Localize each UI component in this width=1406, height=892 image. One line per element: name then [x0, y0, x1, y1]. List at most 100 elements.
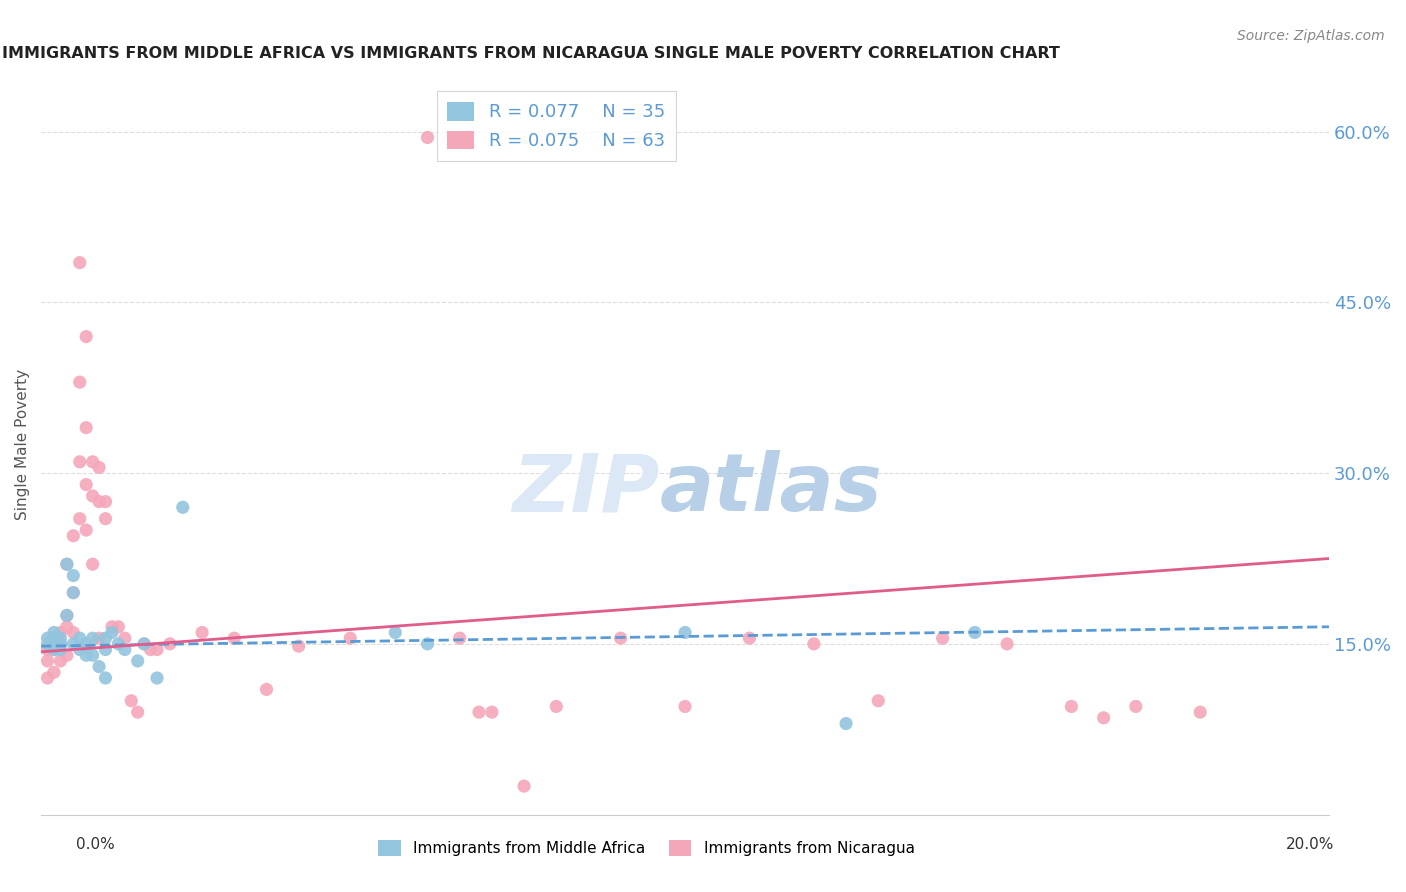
Point	[963, 625, 986, 640]
Point	[69, 255, 91, 269]
Point	[42, 665, 65, 680]
Point	[49, 625, 72, 640]
Point	[159, 637, 181, 651]
Point	[673, 625, 696, 640]
Point	[75, 648, 97, 663]
Point	[37, 631, 59, 645]
Point	[191, 625, 214, 640]
Point	[114, 642, 136, 657]
Point	[37, 642, 59, 657]
Point	[75, 329, 97, 343]
Text: IMMIGRANTS FROM MIDDLE AFRICA VS IMMIGRANTS FROM NICARAGUA SINGLE MALE POVERTY C: IMMIGRANTS FROM MIDDLE AFRICA VS IMMIGRA…	[3, 46, 1060, 62]
Text: ZIP: ZIP	[512, 450, 659, 528]
Point	[224, 631, 246, 645]
Point	[69, 631, 91, 645]
Point	[107, 620, 129, 634]
Point	[416, 130, 439, 145]
Point	[384, 625, 406, 640]
Point	[1092, 711, 1115, 725]
Point	[49, 637, 72, 651]
Point	[146, 671, 169, 685]
Point	[835, 716, 858, 731]
Point	[868, 694, 890, 708]
Point	[49, 642, 72, 657]
Point	[468, 705, 491, 719]
Point	[62, 568, 84, 582]
Point	[75, 523, 97, 537]
Point	[56, 558, 79, 572]
Point	[37, 637, 59, 651]
Point	[87, 659, 110, 673]
Point	[513, 779, 536, 793]
Point	[42, 631, 65, 645]
Point	[995, 637, 1018, 651]
Point	[82, 648, 104, 663]
Point	[56, 648, 79, 663]
Point	[37, 654, 59, 668]
Point	[738, 631, 761, 645]
Point	[42, 642, 65, 657]
Legend: R = 0.077    N = 35, R = 0.075    N = 63: R = 0.077 N = 35, R = 0.075 N = 63	[436, 91, 676, 161]
Point	[69, 511, 91, 525]
Point	[546, 699, 568, 714]
Point	[803, 637, 825, 651]
Point	[62, 585, 84, 599]
Point	[49, 631, 72, 645]
Point	[256, 682, 278, 697]
Point	[416, 637, 439, 651]
Point	[82, 631, 104, 645]
Y-axis label: Single Male Poverty: Single Male Poverty	[15, 369, 30, 520]
Point	[62, 637, 84, 651]
Point	[287, 639, 309, 653]
Point	[139, 642, 162, 657]
Point	[931, 631, 953, 645]
Point	[134, 637, 156, 651]
Point	[673, 699, 696, 714]
Point	[449, 631, 471, 645]
Point	[62, 585, 84, 599]
Point	[127, 705, 149, 719]
Point	[42, 631, 65, 645]
Point	[69, 455, 91, 469]
Point	[120, 694, 142, 708]
Point	[37, 671, 59, 685]
Point	[87, 494, 110, 508]
Point	[94, 642, 117, 657]
Point	[114, 631, 136, 645]
Point	[94, 671, 117, 685]
Text: 0.0%: 0.0%	[76, 838, 115, 852]
Point	[75, 420, 97, 434]
Point	[609, 631, 631, 645]
Point	[82, 489, 104, 503]
Point	[146, 642, 169, 657]
Point	[94, 511, 117, 525]
Point	[56, 608, 79, 623]
Point	[87, 460, 110, 475]
Text: 20.0%: 20.0%	[1286, 838, 1334, 852]
Point	[481, 705, 503, 719]
Point	[82, 455, 104, 469]
Point	[62, 529, 84, 543]
Point	[94, 631, 117, 645]
Point	[101, 625, 124, 640]
Point	[49, 637, 72, 651]
Point	[101, 620, 124, 634]
Point	[75, 477, 97, 491]
Point	[1189, 705, 1212, 719]
Point	[172, 500, 194, 515]
Point	[56, 558, 79, 572]
Text: atlas: atlas	[659, 450, 882, 528]
Point	[56, 608, 79, 623]
Point	[107, 637, 129, 651]
Point	[134, 637, 156, 651]
Point	[62, 625, 84, 640]
Point	[69, 375, 91, 389]
Point	[127, 654, 149, 668]
Text: Source: ZipAtlas.com: Source: ZipAtlas.com	[1237, 29, 1385, 43]
Point	[49, 654, 72, 668]
Point	[87, 631, 110, 645]
Point	[42, 625, 65, 640]
Point	[1060, 699, 1083, 714]
Point	[56, 620, 79, 634]
Point	[339, 631, 361, 645]
